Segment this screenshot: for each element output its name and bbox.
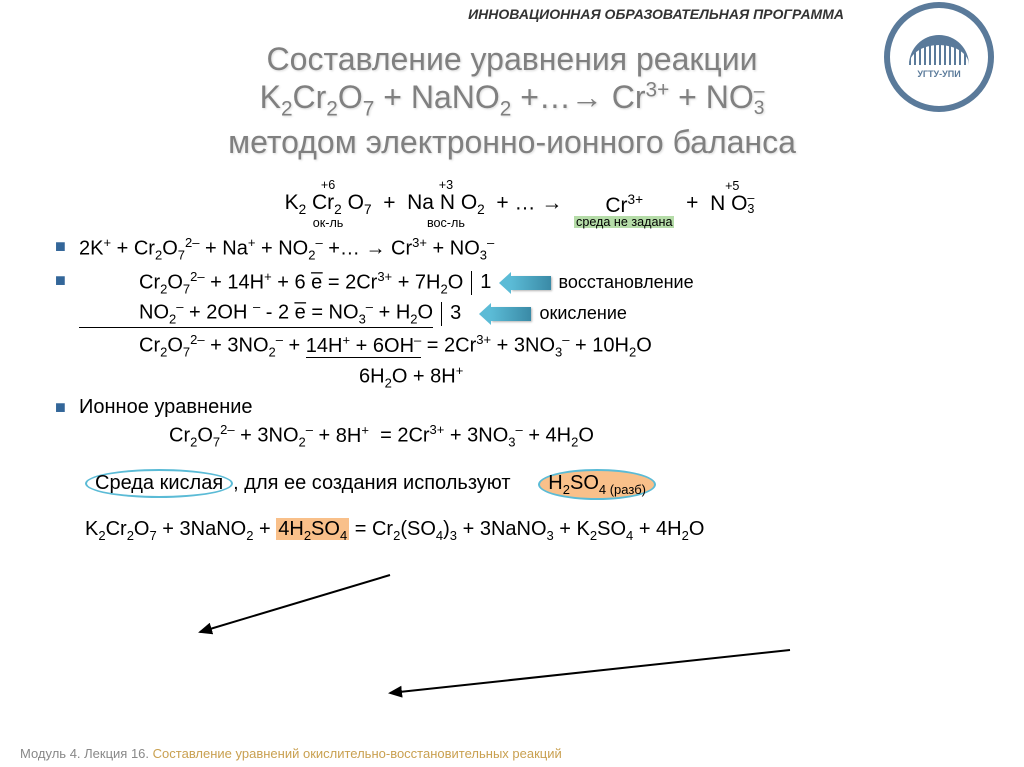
bullet-icon: ■ [55, 236, 79, 257]
divider [441, 302, 442, 326]
footer-module: Модуль 4. Лекция 16. [20, 746, 149, 761]
half-reaction-1: Cr2O72– + 14H+ + 6 e̅ = 2Cr3+ + 7H2O 1 в… [79, 269, 984, 297]
arrow-left-icon [491, 307, 531, 321]
step-ionic-equation: ■ Ионное уравнение Cr2O72– + 3NO2– + 8H+… [55, 393, 984, 453]
oxidation-state-line: +6K2 Cr2 O7ок-ль + +3Na N O2вос-ль + … →… [55, 179, 984, 229]
slide-content: +6K2 Cr2 O7ок-ль + +3Na N O2вос-ль + … →… [0, 171, 1024, 556]
half-reaction-2: NO2– + 2OH – - 2 e̅ = NO3– + H2O 3 окисл… [79, 299, 984, 328]
os-n2: +5 [725, 180, 739, 193]
step-half-reactions: ■ Cr2O72– + 14H+ + 6 e̅ = 2Cr3+ + 7H2O 1… [55, 266, 984, 394]
university-logo: УГТУ-УПИ [884, 2, 994, 112]
ionic-final-eq: Cr2O72– + 3NO2– + 8H+ = 2Cr3+ + 3NO3– + … [79, 422, 984, 450]
title-line3: методом электронно-ионного баланса [40, 123, 984, 161]
footer-topic: Составление уравнений окислительно-восст… [153, 746, 562, 761]
env-tail: , для ее создания используют [233, 472, 510, 494]
label-reducer: вос-ль [427, 217, 465, 230]
label-reduction: восстановление [559, 272, 694, 293]
label-oxidation: окисление [539, 303, 626, 324]
title-line2: K2Cr2O7 + NaNO2 +…→ Cr3+ + NO–3 [40, 78, 984, 122]
final-equation: K2Cr2O7 + 3NaNO2 + 4H2SO4 = Cr2(SO4)3 + … [55, 518, 984, 543]
header-program: ИННОВАЦИОННАЯ ОБРАЗОВАТЕЛЬНАЯ ПРОГРАММА [0, 0, 1024, 32]
os-n1: +3 [439, 179, 453, 192]
os-cr: +6 [321, 179, 335, 192]
title-line1: Составление уравнения реакции [40, 40, 984, 78]
bullet-icon: ■ [55, 397, 79, 418]
circled-env: Среда кислая [85, 469, 233, 498]
coef-1: 1 [480, 271, 491, 294]
logo-building-icon [909, 35, 969, 65]
bullet-icon: ■ [55, 270, 79, 291]
coef-2: 3 [450, 302, 461, 325]
label-environment: среда не задана [574, 216, 674, 229]
step-ionic-split: ■ 2K+ + Cr2O72– + Na+ + NO2– +… → Cr3+ +… [55, 232, 984, 266]
arrow-left-icon [511, 276, 551, 290]
circled-acid: H2SO4 (разб) [538, 469, 656, 500]
simplify-line: 6H2O + 8H+ [79, 363, 984, 391]
slide-footer: Модуль 4. Лекция 16. Составление уравнен… [20, 746, 562, 761]
logo-text: УГТУ-УПИ [917, 69, 960, 79]
divider [471, 271, 472, 295]
sum-equation: Cr2O72– + 3NO2– + 14H+ + 6OH– = 2Cr3+ + … [79, 332, 984, 360]
ionic-heading: Ионное уравнение [79, 396, 984, 419]
ionic-split-eq: 2K+ + Cr2O72– + Na+ + NO2– +… → Cr3+ + N… [79, 235, 494, 263]
label-oxidizer: ок-ль [313, 217, 344, 230]
environment-line: Среда кислая, для ее создания используют… [55, 469, 984, 500]
